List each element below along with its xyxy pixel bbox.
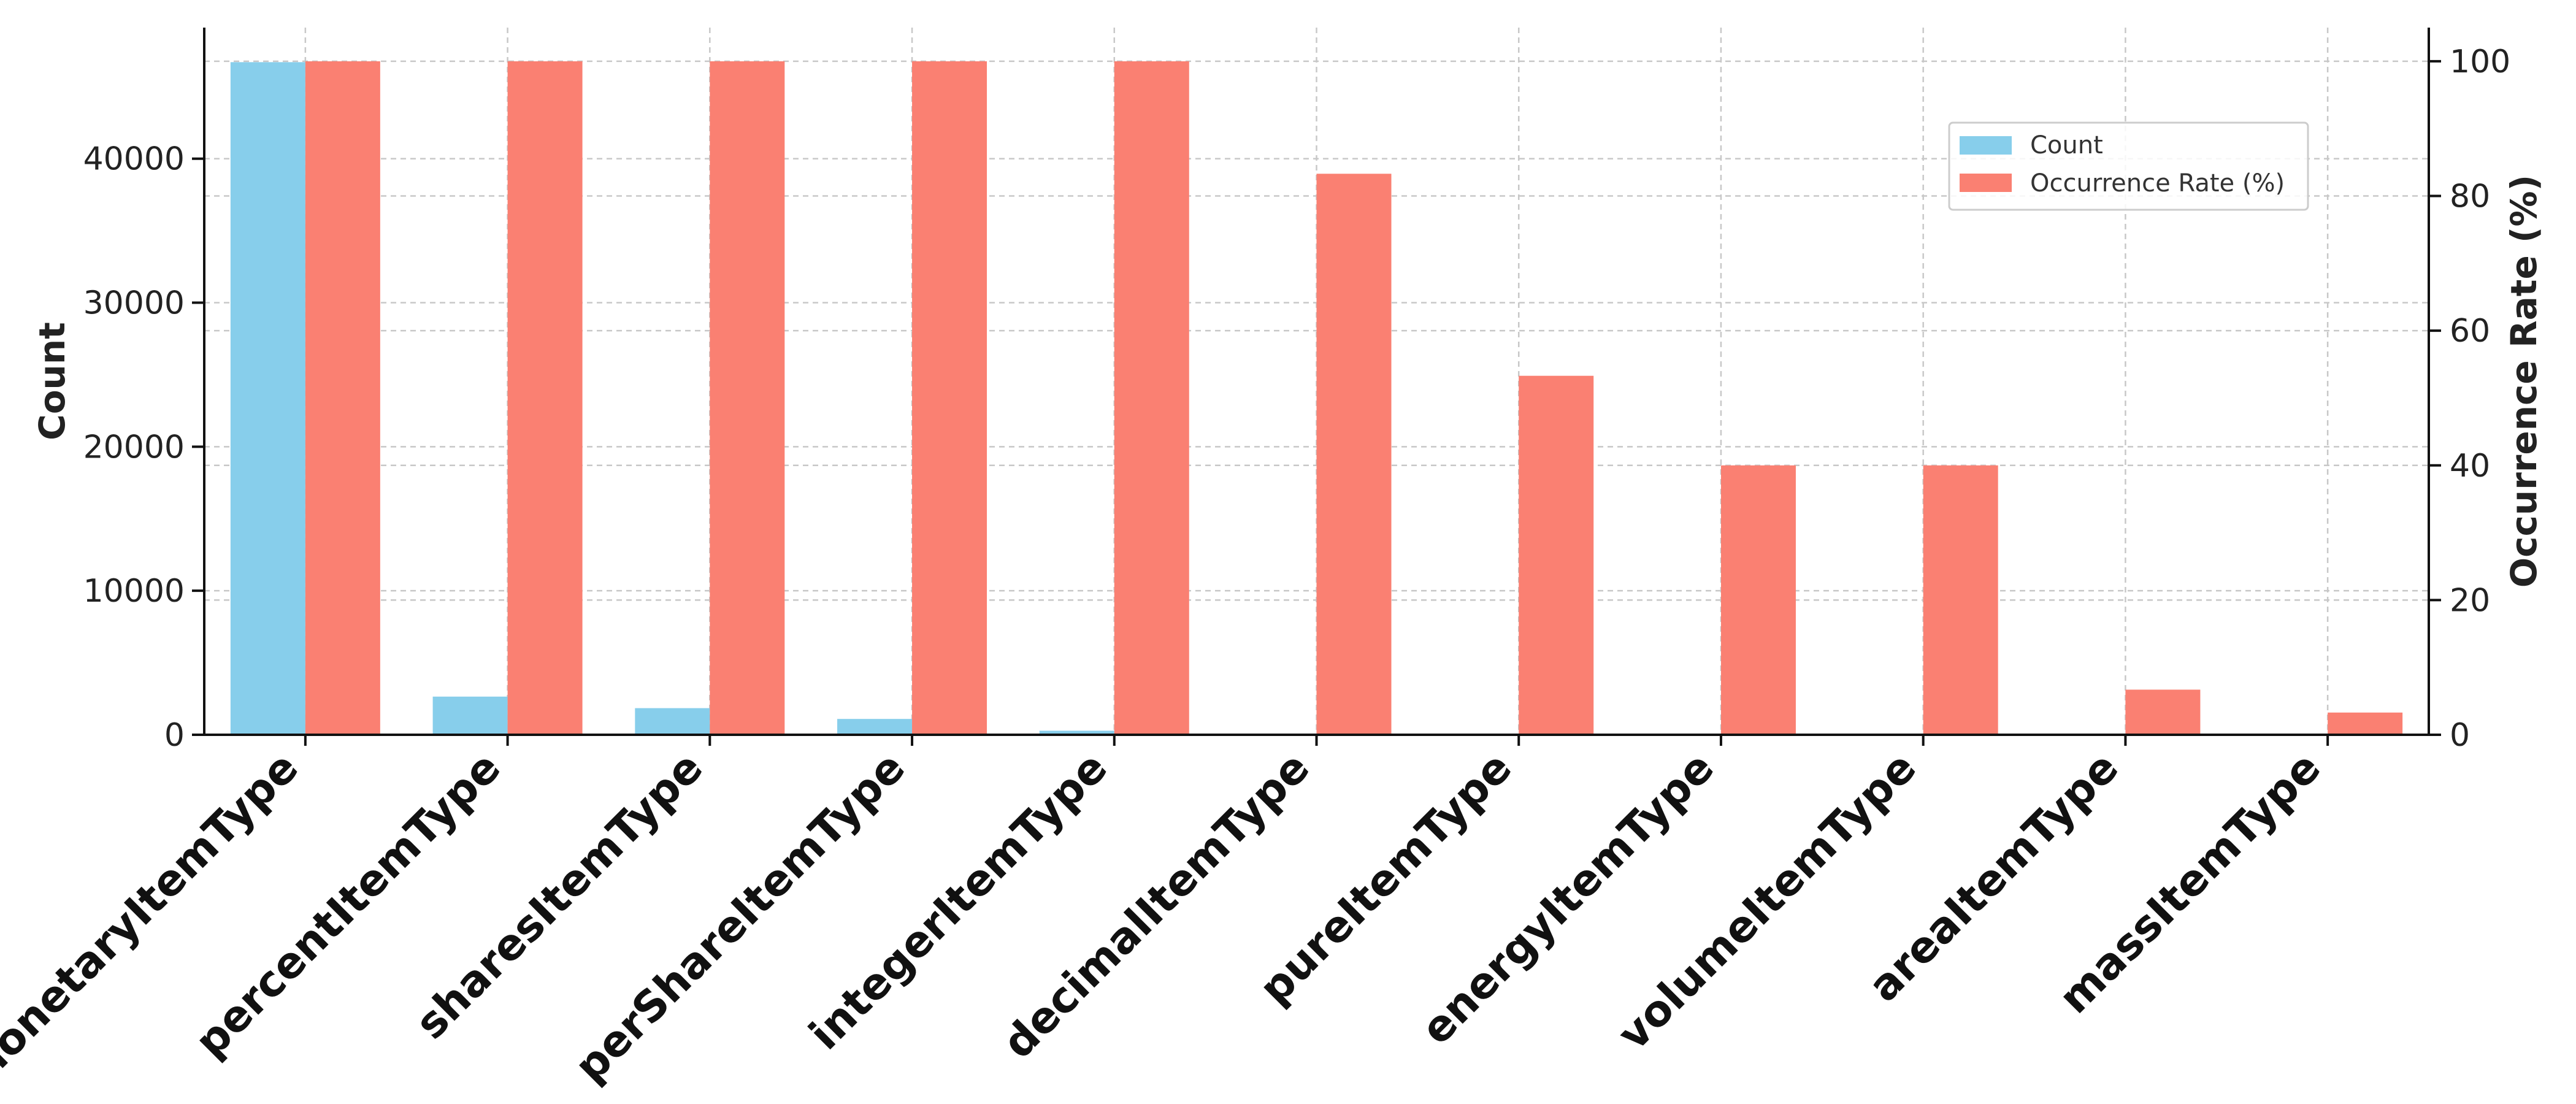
category-label: perShareItemType	[565, 742, 914, 1092]
bar-occurrence-rate	[2328, 712, 2403, 735]
tick-labels: 0 10000 20000 30000 40000 0 20 40 60 80 100	[83, 44, 2511, 754]
y2-tick-label: 0	[2450, 717, 2470, 754]
bar-occurrence-rate	[305, 61, 380, 735]
y2-tick-label: 80	[2450, 178, 2490, 215]
bars	[230, 61, 2403, 735]
legend-swatch-count	[1960, 136, 2012, 155]
axes	[192, 28, 2441, 746]
bar-occurrence-rate	[1519, 375, 1594, 735]
bar-occurrence-rate	[1114, 61, 1189, 735]
legend-label-occurrence-rate: Occurrence Rate (%)	[2030, 169, 2285, 197]
y2-tick-label: 100	[2450, 44, 2510, 80]
bar-count	[432, 696, 508, 735]
y-tick-label: 10000	[83, 573, 185, 610]
y-tick-label: 30000	[83, 285, 185, 322]
bar-occurrence-rate	[912, 61, 987, 735]
bar-count	[1039, 730, 1114, 735]
y2-tick-label: 40	[2450, 448, 2490, 485]
y-axis-title: Count	[31, 322, 73, 440]
y-tick-label: 20000	[83, 429, 185, 466]
bar-count	[837, 719, 913, 735]
bar-occurrence-rate	[507, 61, 583, 735]
bar-count	[635, 708, 710, 735]
bar-count	[230, 62, 305, 735]
legend-swatch-occurrence-rate	[1960, 174, 2012, 192]
y-tick-label: 40000	[83, 141, 185, 178]
bar-occurrence-rate	[710, 61, 785, 735]
y-tick-label: 0	[164, 717, 185, 754]
legend: Count Occurrence Rate (%)	[1948, 121, 2309, 211]
legend-label-count: Count	[2030, 131, 2103, 159]
bar-occurrence-rate	[1316, 174, 1392, 735]
y2-tick-label: 60	[2450, 313, 2490, 350]
category-labels: monetaryItemTypepercentItemTypesharesIte…	[0, 742, 2330, 1100]
bar-occurrence-rate	[1923, 465, 1998, 735]
legend-box	[1948, 121, 2309, 211]
category-label: monetaryItemType	[0, 742, 308, 1100]
y2-axis-title: Occurrence Rate (%)	[2503, 175, 2545, 588]
bar-occurrence-rate	[2125, 689, 2201, 735]
bar-occurrence-rate	[1720, 465, 1796, 735]
y2-tick-label: 20	[2450, 582, 2490, 619]
